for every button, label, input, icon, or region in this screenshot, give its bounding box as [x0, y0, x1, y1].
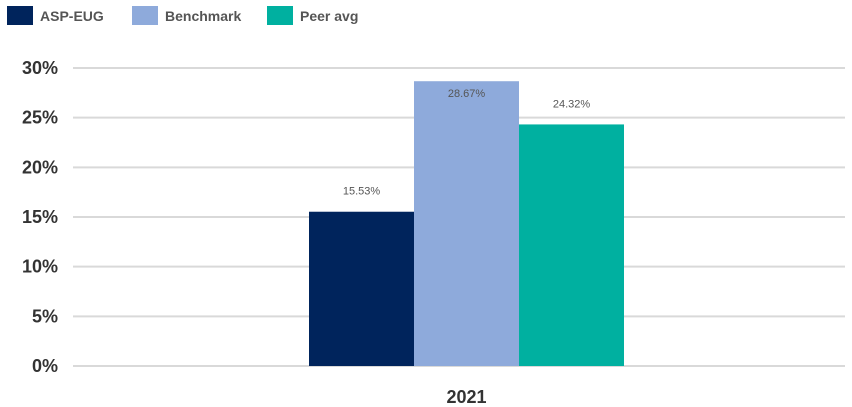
bar-asp-eug-2021 — [309, 211, 414, 366]
x-category-label-0: 2021 — [446, 387, 486, 407]
legend-swatch-0 — [7, 6, 33, 25]
data-label-0: 15.53% — [343, 186, 381, 198]
bar-benchmark-2021 — [414, 81, 519, 366]
bars — [309, 81, 624, 367]
legend-swatch-2 — [267, 6, 293, 25]
legend-label-2: Peer avg — [300, 8, 358, 24]
legend-label-1: Benchmark — [165, 8, 241, 24]
y-tick-label-3: 15% — [22, 207, 58, 227]
y-tick-label-4: 20% — [22, 157, 58, 177]
y-axis-tick-labels: 0% 5% 10% 15% 20% 25% 30% — [22, 58, 58, 376]
legend-label-0: ASP-EUG — [40, 8, 104, 24]
y-tick-label-1: 5% — [32, 306, 58, 326]
y-tick-label-2: 10% — [22, 257, 58, 277]
y-tick-label-5: 25% — [22, 108, 58, 128]
bar-peer-avg-2021 — [519, 124, 624, 367]
data-label-2: 24.32% — [553, 98, 591, 110]
y-tick-label-0: 0% — [32, 356, 58, 376]
data-label-1: 28.67% — [448, 88, 486, 100]
legend-swatch-1 — [132, 6, 158, 25]
data-labels: 15.53% 28.67% 24.32% — [343, 88, 591, 198]
x-axis-category-labels: 2021 — [446, 387, 486, 407]
y-tick-label-6: 30% — [22, 58, 58, 78]
legend: ASP-EUG Benchmark Peer avg — [7, 6, 358, 25]
